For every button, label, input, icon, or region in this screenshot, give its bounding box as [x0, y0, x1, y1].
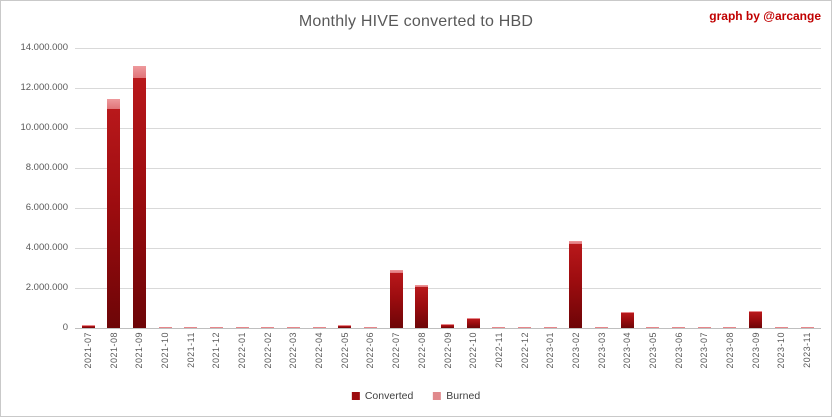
- gridline: [75, 128, 821, 129]
- bar-burned: [672, 326, 686, 328]
- x-tick-label: 2023-07: [699, 332, 710, 369]
- x-tick-label: 2023-04: [622, 332, 633, 369]
- gridline: [75, 288, 821, 289]
- bar-burned: [697, 326, 711, 328]
- bar-burned: [184, 326, 198, 328]
- x-tick-label: 2023-09: [750, 332, 761, 369]
- y-tick-label: 0: [62, 322, 68, 333]
- legend-label-converted: Converted: [364, 390, 414, 402]
- bar-burned: [646, 326, 660, 328]
- bar-converted: [338, 326, 352, 328]
- bar-burned: [543, 326, 557, 328]
- x-tick-label: 2022-08: [416, 332, 427, 369]
- x-tick-label: 2022-06: [365, 332, 376, 369]
- y-tick-label: 2.000.000: [25, 282, 68, 293]
- legend-label-burned: Burned: [446, 390, 481, 402]
- bar-burned: [774, 326, 788, 328]
- bar-burned: [466, 318, 480, 319]
- x-tick-label: 2022-09: [442, 332, 453, 369]
- gridline: [75, 88, 821, 89]
- x-tick-label: 2021-11: [185, 332, 196, 368]
- x-tick-label: 2023-05: [647, 332, 658, 369]
- bar-burned: [569, 241, 583, 244]
- x-tick-label: 2021-08: [108, 332, 119, 369]
- x-tick-label: 2023-11: [802, 332, 812, 368]
- bar-converted: [81, 325, 95, 328]
- x-tick-label: 2021-12: [211, 332, 222, 369]
- x-tick-label: 2023-03: [596, 332, 607, 369]
- bar-burned: [81, 324, 95, 326]
- x-tick-label: 2021-10: [160, 332, 171, 369]
- x-tick-label: 2022-05: [339, 332, 350, 369]
- x-tick-label: 2022-11: [493, 332, 504, 368]
- gridline: [75, 208, 821, 209]
- credit-text: graph by @arcange: [709, 9, 821, 23]
- bar-burned: [261, 326, 275, 328]
- bar-burned: [312, 326, 326, 328]
- x-tick-label: 2021-07: [83, 332, 93, 369]
- legend-item-burned: Burned: [433, 390, 480, 402]
- y-tick-label: 8.000.000: [25, 162, 68, 173]
- bar-burned: [132, 66, 146, 78]
- x-tick-label: 2022-10: [468, 332, 479, 369]
- bar-converted: [466, 319, 480, 328]
- x-tick-label: 2022-12: [519, 332, 530, 369]
- bar-burned: [389, 270, 403, 273]
- x-tick-label: 2023-10: [776, 332, 787, 369]
- bar-converted: [620, 313, 634, 328]
- bar-burned: [800, 326, 814, 328]
- bar-converted: [441, 325, 454, 328]
- gridline: [75, 48, 821, 49]
- bar-burned: [363, 326, 377, 328]
- legend-swatch-converted: [351, 392, 360, 400]
- x-tick-label: 2023-08: [724, 332, 735, 369]
- x-tick-label: 2022-04: [314, 332, 325, 369]
- x-tick-label: 2021-09: [134, 332, 145, 369]
- x-tick-label: 2023-06: [673, 332, 684, 369]
- bar-converted: [389, 273, 403, 328]
- bar-burned: [518, 326, 532, 328]
- y-tick-label: 10.000.000: [20, 122, 68, 133]
- bar-burned: [723, 326, 737, 328]
- x-tick-label: 2022-01: [237, 332, 248, 369]
- bar-converted: [107, 109, 121, 328]
- gridline: [75, 168, 821, 169]
- bar-burned: [338, 325, 352, 327]
- bar-burned: [158, 326, 172, 328]
- bar-burned: [415, 285, 429, 287]
- legend: Converted Burned: [351, 390, 480, 402]
- bar-converted: [569, 244, 583, 328]
- x-tick-label: 2022-03: [288, 332, 299, 369]
- bar-burned: [441, 324, 454, 325]
- bar-burned: [235, 326, 249, 328]
- bar-burned: [595, 326, 609, 328]
- y-tick-label: 4.000.000: [25, 242, 68, 253]
- bar-converted: [749, 312, 763, 328]
- bar-converted: [415, 287, 429, 328]
- bar-burned: [620, 311, 634, 313]
- x-tick-label: 2022-02: [262, 332, 273, 369]
- legend-swatch-burned: [433, 392, 442, 400]
- bar-burned: [209, 326, 223, 328]
- bar-burned: [749, 311, 763, 313]
- x-axis-line: [75, 328, 821, 329]
- bar-burned: [492, 326, 506, 328]
- bar-burned: [107, 99, 121, 109]
- legend-item-converted: Converted: [351, 390, 414, 402]
- y-tick-label: 14.000.000: [20, 42, 68, 53]
- x-tick-label: 2023-02: [570, 332, 581, 369]
- gridline: [75, 248, 821, 249]
- bar-converted: [132, 78, 146, 328]
- bar-burned: [286, 326, 300, 328]
- x-tick-label: 2022-07: [391, 332, 402, 369]
- y-tick-label: 12.000.000: [20, 82, 68, 93]
- chart-title: Monthly HIVE converted to HBD: [298, 13, 534, 30]
- x-tick-label: 2023-01: [545, 332, 556, 369]
- y-tick-label: 6.000.000: [25, 202, 68, 213]
